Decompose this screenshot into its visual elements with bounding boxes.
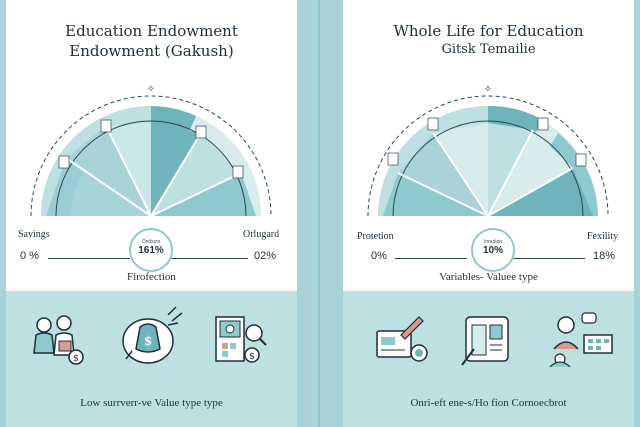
left-title-line2: Endowment (Gakush) (69, 42, 234, 60)
left-gauge-left-label: Savings (18, 229, 50, 240)
left-center-small-label: Ondsion (141, 239, 161, 245)
left-gauge: ✧ (30, 84, 272, 217)
right-card-bottom: Onri-eft ene-s/Ho fion Cornoecbrot (343, 291, 634, 427)
left-gauge-right-pct: 02% (254, 250, 277, 262)
left-gauge-center-badge: Ondsion 161% (129, 228, 173, 272)
right-gauge-left-label: Protetion (357, 231, 394, 242)
left-gauge-right-label: Orlugard (243, 229, 280, 240)
family-savings-icon: $ (33, 315, 84, 365)
right-center-value: 10% (482, 245, 503, 256)
left-gauge-left-line (48, 258, 130, 259)
center-divider (297, 0, 343, 427)
money-bag-speech-icon: $ (122, 306, 183, 364)
left-edge-stripe (0, 0, 6, 427)
right-gauge-center-badge: Inradion 10% (471, 228, 515, 272)
svg-text:✧: ✧ (484, 84, 492, 95)
left-card-bottom: $ $ $ Low surrverr-ve Value type type (6, 291, 297, 427)
svg-text:$: $ (144, 334, 152, 348)
right-footer: Onri-eft ene-s/Ho fion Cornoecbrot (410, 397, 567, 409)
left-gauge-left-pct: 0 % (20, 250, 39, 262)
right-panel: Whole Life for Education Gitsk Temailie … (343, 0, 634, 427)
right-center-small-label: Inradion (483, 239, 503, 245)
right-title-line1: Whole Life for Education (393, 22, 584, 40)
card-pencil-icon (376, 316, 428, 362)
right-gauge-left-pct: 0% (371, 250, 387, 262)
left-gauge-right-line (170, 258, 248, 259)
svg-text:✧: ✧ (147, 84, 155, 95)
right-gauge-right-label: Fexility (587, 231, 619, 242)
left-title-line1: Education Endowment (65, 22, 238, 40)
right-card-top: Whole Life for Education Gitsk Temailie … (343, 0, 634, 291)
divider-line (318, 0, 320, 427)
left-card-top: Education Endowment Endowment (Gakush) ✧ (6, 0, 297, 291)
left-subtitle: Firofection (127, 271, 176, 283)
left-panel: Education Endowment Endowment (Gakush) ✧ (6, 0, 297, 427)
right-title-line2: Gitsk Temailie (441, 42, 536, 57)
clipboard-report-icon (461, 316, 509, 366)
left-footer: Low surrverr-ve Value type type (80, 397, 223, 409)
document-search-icon: $ (215, 316, 267, 363)
right-gauge: ✧ (367, 84, 609, 217)
svg-text:$: $ (249, 352, 255, 362)
right-gauge-right-pct: 18% (593, 250, 616, 262)
right-gauge-right-line (507, 258, 585, 259)
right-gauge-left-line (395, 258, 467, 259)
right-subtitle: Variables- Valuee type (439, 271, 538, 283)
people-chat-icon (549, 312, 613, 368)
svg-text:$: $ (73, 354, 79, 364)
left-center-value: 161% (138, 245, 164, 256)
